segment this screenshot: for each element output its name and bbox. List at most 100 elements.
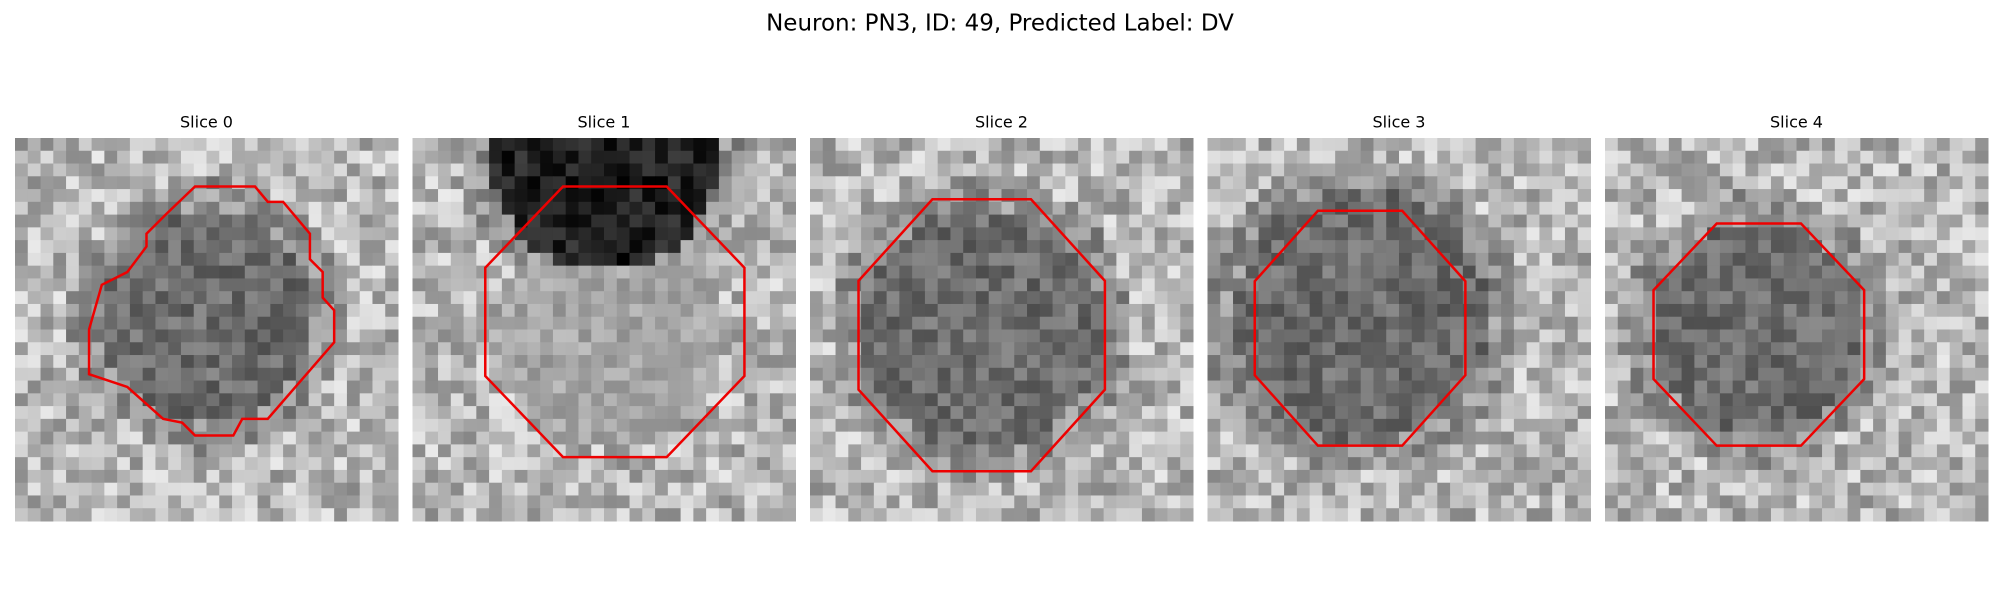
pixel: [1501, 495, 1515, 509]
pixel: [1207, 291, 1221, 305]
pixel: [680, 469, 694, 484]
pixel: [514, 393, 528, 407]
pixel: [206, 393, 220, 407]
pixel: [1577, 252, 1591, 267]
pixel: [706, 138, 720, 152]
pixel: [988, 406, 1002, 420]
pixel: [527, 227, 541, 241]
pixel: [1488, 150, 1502, 165]
pixel: [835, 418, 849, 433]
pixel: [1822, 291, 1836, 305]
pixel: [1167, 214, 1181, 228]
pixel: [514, 342, 528, 356]
pixel: [1936, 316, 1951, 330]
pixel: [822, 380, 837, 394]
pixel: [1732, 240, 1746, 254]
pixel: [514, 469, 528, 484]
pixel: [257, 406, 271, 420]
pixel: [295, 278, 310, 292]
pixel: [104, 265, 118, 279]
pixel: [206, 150, 220, 165]
pixel: [359, 329, 373, 343]
pixel: [308, 380, 322, 394]
pixel: [1322, 342, 1336, 356]
pixel: [642, 189, 656, 203]
pixel: [1898, 176, 1912, 190]
pixel: [244, 469, 259, 484]
pixel: [680, 342, 694, 356]
pixel: [1245, 316, 1260, 330]
pixel: [1027, 457, 1041, 471]
pixel: [1233, 176, 1247, 190]
pixel: [565, 431, 579, 445]
pixel: [1745, 303, 1759, 318]
pixel: [412, 240, 426, 254]
pixel: [1924, 316, 1938, 330]
pixel: [1103, 469, 1117, 484]
pixel: [629, 291, 643, 305]
pixel: [1873, 495, 1887, 509]
pixel: [129, 482, 144, 496]
pixel: [180, 406, 195, 420]
pixel: [321, 189, 335, 203]
pixel: [514, 380, 528, 394]
pixel: [40, 418, 54, 433]
pixel: [1386, 303, 1400, 318]
pixel: [1656, 189, 1670, 203]
pixel: [1564, 457, 1579, 471]
pixel: [1462, 201, 1477, 216]
pixel: [1770, 342, 1785, 356]
pixel: [680, 482, 694, 496]
pixel: [1450, 342, 1464, 356]
pixel: [1347, 138, 1362, 152]
pixel: [385, 150, 399, 165]
pixel: [385, 418, 399, 433]
pixel: [924, 278, 939, 292]
pixel: [1975, 278, 1989, 292]
pixel: [1513, 482, 1528, 496]
pixel: [40, 303, 54, 318]
pixel: [1245, 508, 1260, 522]
pixel: [963, 508, 977, 522]
pixel: [372, 457, 386, 471]
pixel: [463, 508, 477, 522]
pixel: [1758, 138, 1772, 152]
pixel: [1129, 214, 1143, 228]
pixel: [1577, 291, 1591, 305]
pixel: [693, 227, 707, 241]
pixel: [1180, 342, 1194, 356]
pixel: [1180, 227, 1194, 241]
pixel: [1475, 150, 1489, 165]
pixel: [425, 227, 439, 241]
pixel: [1975, 201, 1989, 216]
pixel: [1656, 367, 1670, 382]
pixel: [270, 240, 284, 254]
pixel: [514, 508, 528, 522]
pixel: [1322, 138, 1336, 152]
pixel: [1975, 508, 1989, 522]
pixel: [232, 303, 246, 318]
pixel: [1681, 508, 1695, 522]
pixel: [693, 176, 707, 190]
pixel: [438, 201, 452, 216]
pixel: [1116, 278, 1130, 292]
pixel: [835, 278, 849, 292]
pixel: [1770, 278, 1785, 292]
pixel: [1360, 329, 1374, 343]
pixel: [372, 138, 386, 152]
pixel: [1488, 265, 1502, 279]
pixel: [1488, 252, 1502, 267]
pixel: [1399, 240, 1413, 254]
pixel: [1129, 482, 1143, 496]
pixel: [450, 482, 465, 496]
pixel: [206, 265, 220, 279]
pixel: [886, 176, 900, 190]
pixel: [718, 469, 733, 484]
pixel: [321, 418, 335, 433]
pixel: [1180, 431, 1194, 445]
pixel: [1796, 457, 1810, 471]
pixel: [1847, 457, 1861, 471]
pixel: [769, 176, 784, 190]
pixel: [1360, 508, 1374, 522]
pixel: [1847, 201, 1861, 216]
